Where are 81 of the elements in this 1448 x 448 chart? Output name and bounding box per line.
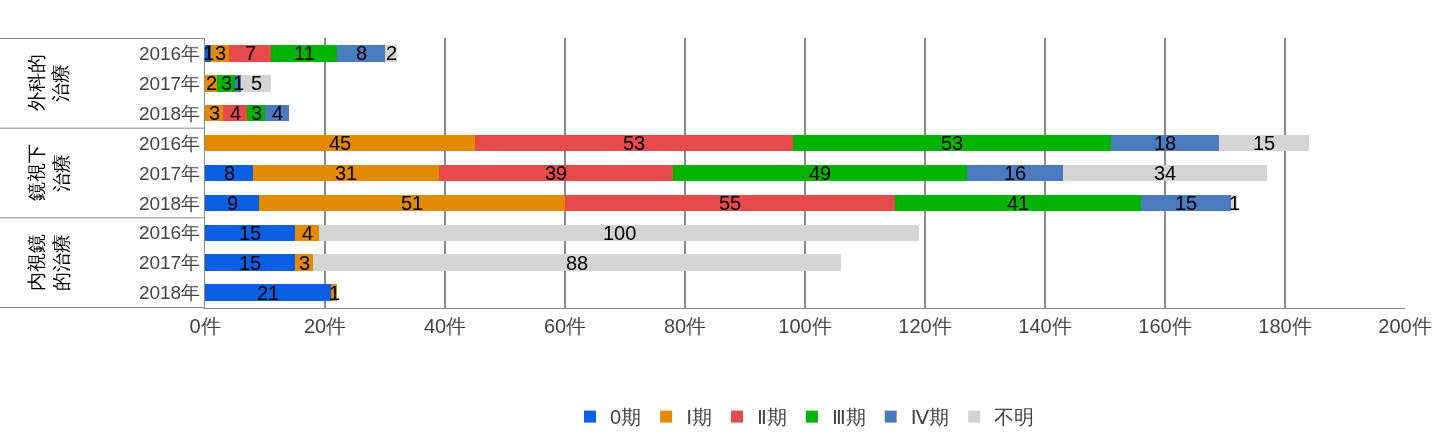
y-tick-label: 2018年 xyxy=(138,282,201,304)
data-label: 3 xyxy=(209,102,221,124)
data-label: 49 xyxy=(809,162,832,184)
bar xyxy=(313,254,841,271)
data-label: 7 xyxy=(245,42,257,64)
x-tick-label: 80件 xyxy=(663,315,707,337)
bar xyxy=(793,134,1111,152)
bar xyxy=(205,134,475,152)
y-tick-label: 2016年 xyxy=(138,43,201,65)
data-label: 3 xyxy=(215,42,227,64)
legend-label: 不明 xyxy=(994,406,1035,429)
legend-label: Ⅲ期 xyxy=(831,406,866,429)
bar xyxy=(253,164,439,182)
data-label: 100 xyxy=(603,222,637,244)
data-label: 3 xyxy=(251,102,263,124)
text: 内視鏡的治療 xyxy=(26,233,73,291)
data-label: 34 xyxy=(1154,162,1177,184)
y-tick-label: 2017年 xyxy=(138,72,201,94)
data-label: 3 xyxy=(299,252,311,274)
x-tick-label: 120件 xyxy=(898,315,952,337)
bar xyxy=(319,224,919,241)
data-label: 9 xyxy=(227,192,239,214)
data-label: 2 xyxy=(386,42,398,64)
data-label: 18 xyxy=(1154,132,1177,154)
bar xyxy=(337,45,385,62)
data-label: 45 xyxy=(329,132,352,154)
data-label: 4 xyxy=(230,102,242,124)
data-label: 8 xyxy=(356,42,368,64)
data-label: 15 xyxy=(239,252,262,274)
data-label: 4 xyxy=(302,222,314,244)
data-label: 55 xyxy=(719,192,742,214)
bar xyxy=(205,284,331,301)
x-tick-label: 160件 xyxy=(1138,315,1192,337)
bar xyxy=(259,194,565,212)
legend-label: Ⅳ期 xyxy=(910,406,950,429)
x-tick-label: 100件 xyxy=(778,315,832,337)
bar xyxy=(439,164,673,182)
x-tick-label: 0件 xyxy=(189,315,221,337)
legend-label: Ⅱ期 xyxy=(757,406,787,429)
y-tick-label: 2017年 xyxy=(138,162,201,184)
bar xyxy=(205,254,295,271)
data-label: 16 xyxy=(1004,162,1027,184)
data-label: 8 xyxy=(224,162,236,184)
bar xyxy=(1063,164,1267,182)
y-tick-label: 2018年 xyxy=(138,102,201,124)
bar xyxy=(565,194,895,212)
data-label: 88 xyxy=(566,252,589,274)
x-tick-label: 40件 xyxy=(423,315,467,337)
data-label: 11 xyxy=(294,42,315,64)
data-label: 2 xyxy=(206,72,218,94)
data-label: 15 xyxy=(239,222,262,244)
y-tick-label: 2016年 xyxy=(138,132,201,154)
bar xyxy=(271,45,337,62)
data-label: 15 xyxy=(1175,192,1198,214)
y-tick-label: 2017年 xyxy=(138,252,201,274)
bar xyxy=(229,45,271,62)
x-tick-label: 20件 xyxy=(303,315,347,337)
data-label: 53 xyxy=(623,132,646,154)
data-label: 3 xyxy=(221,72,233,94)
data-label: 39 xyxy=(545,162,568,184)
y-tick-label: 2018年 xyxy=(138,192,201,214)
x-tick-label: 140件 xyxy=(1018,315,1072,337)
x-tick-label: 180件 xyxy=(1258,315,1312,337)
text: 鏡視下治療 xyxy=(26,144,72,201)
data-label: 4 xyxy=(272,102,284,124)
legend-label: 0期 xyxy=(610,406,642,429)
x-tick-label: 200件 xyxy=(1378,315,1432,337)
data-label: 21 xyxy=(257,282,280,304)
bar xyxy=(475,134,793,152)
bar xyxy=(895,194,1141,212)
data-label: 51 xyxy=(401,192,424,214)
data-label: 41 xyxy=(1007,192,1030,214)
data-label: 31 xyxy=(335,162,358,184)
x-tick-label: 60件 xyxy=(543,315,587,337)
legend-label: Ⅰ期 xyxy=(686,406,713,429)
text: 外科的治療 xyxy=(25,54,72,112)
data-label: 15 xyxy=(1253,132,1276,154)
y-tick-label: 2016年 xyxy=(138,222,201,244)
data-label: 5 xyxy=(251,72,263,94)
data-label: 53 xyxy=(941,132,964,154)
bar xyxy=(673,164,967,182)
